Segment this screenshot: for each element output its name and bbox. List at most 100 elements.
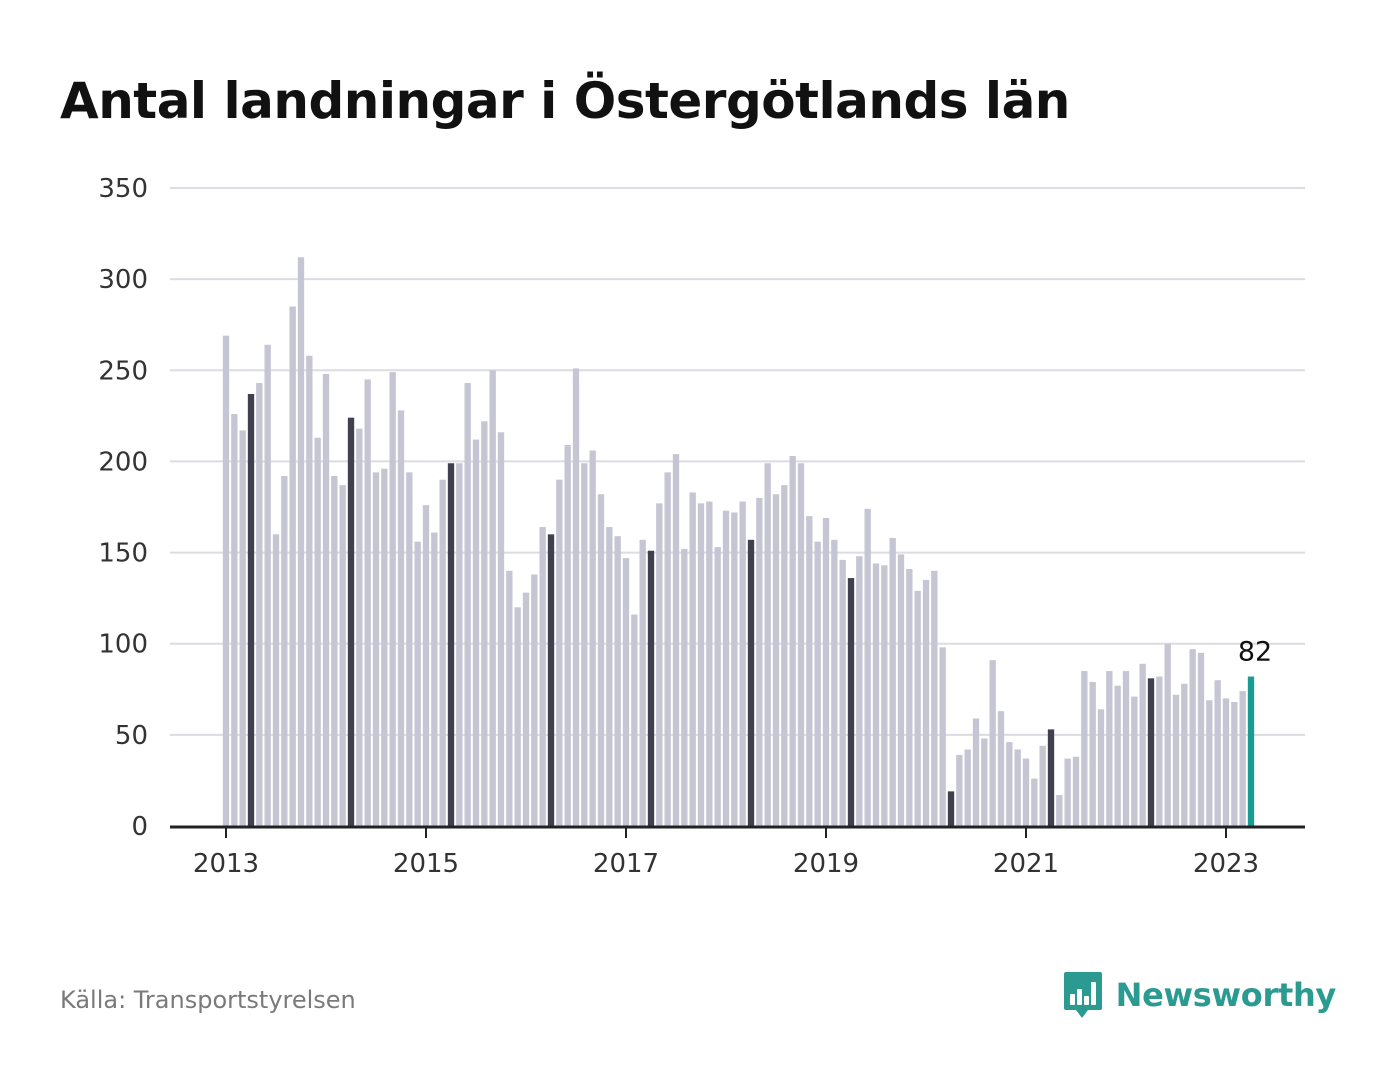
bar — [831, 539, 838, 826]
bar — [839, 559, 846, 826]
bar — [881, 565, 888, 826]
bar — [414, 541, 421, 826]
bar — [439, 479, 446, 826]
y-tick-label: 100 — [98, 630, 148, 660]
x-tick-label: 2021 — [993, 849, 1059, 879]
bar — [289, 306, 296, 826]
bar — [564, 445, 571, 826]
bar — [489, 370, 496, 826]
bar — [356, 428, 363, 826]
bar — [547, 534, 555, 826]
bar — [522, 592, 530, 826]
y-tick-label: 50 — [115, 721, 148, 751]
bar — [272, 534, 280, 826]
bar — [631, 614, 638, 826]
bar — [872, 563, 880, 826]
bar — [1122, 671, 1130, 826]
bar — [897, 554, 905, 826]
bar — [1197, 652, 1205, 826]
bar — [247, 393, 255, 826]
bar — [481, 421, 488, 826]
bar — [689, 492, 696, 826]
y-tick-label: 350 — [98, 174, 148, 204]
bar — [889, 537, 896, 826]
bar — [639, 539, 646, 826]
y-tick-label: 200 — [98, 447, 148, 477]
bars — [222, 257, 1255, 827]
bar — [1181, 683, 1188, 826]
bar — [1114, 685, 1121, 826]
bar — [514, 607, 521, 826]
y-tick-label: 300 — [98, 265, 148, 295]
bar — [856, 556, 863, 826]
brand-name: Newsworthy — [1115, 976, 1337, 1014]
bar — [947, 791, 955, 826]
bar — [1014, 749, 1021, 826]
bar — [822, 517, 830, 826]
bar — [781, 485, 788, 826]
bar — [1064, 758, 1071, 826]
bar — [447, 463, 455, 826]
bar — [1072, 756, 1080, 826]
bar — [814, 541, 821, 826]
bar — [1106, 671, 1113, 826]
bar — [972, 718, 980, 826]
bar — [1139, 663, 1146, 826]
bar — [331, 476, 338, 826]
bar — [806, 516, 813, 826]
bar — [372, 472, 380, 826]
bar — [1164, 643, 1171, 826]
bar — [956, 754, 963, 826]
newsworthy-logo[interactable]: Newsworthy — [1062, 970, 1336, 1020]
bar — [1239, 691, 1246, 826]
bar — [506, 570, 513, 826]
bar — [1089, 681, 1096, 826]
x-tick-label: 2019 — [793, 849, 859, 879]
bar — [847, 578, 855, 826]
chart-title: Antal landningar i Östergötlands län — [60, 72, 1070, 130]
bar — [931, 570, 938, 826]
bar — [756, 497, 763, 826]
newsworthy-bar-chart-icon — [1063, 972, 1102, 1018]
bar — [456, 463, 463, 826]
bar — [1047, 729, 1055, 826]
bar — [1189, 649, 1196, 826]
bar — [556, 479, 563, 826]
bar — [1097, 709, 1105, 826]
bar — [914, 590, 921, 826]
y-axis-labels: 0 50 100 150 200 250 300 350 — [98, 174, 148, 842]
bar — [647, 550, 655, 826]
bar — [539, 527, 546, 826]
bar — [722, 510, 730, 826]
bar — [256, 383, 263, 826]
bar — [747, 539, 755, 826]
bar — [964, 749, 971, 826]
bar — [572, 368, 580, 826]
bar — [939, 647, 946, 826]
bar — [797, 463, 805, 826]
x-tick-label: 2015 — [393, 849, 459, 879]
bar — [714, 547, 721, 826]
bar — [1131, 696, 1138, 826]
bar — [1147, 678, 1155, 826]
bar — [472, 439, 480, 826]
bar — [381, 468, 388, 826]
bar — [1039, 745, 1046, 826]
y-tick-label: 250 — [98, 356, 148, 386]
bar — [772, 494, 780, 826]
bar — [581, 463, 588, 826]
bar — [672, 454, 680, 826]
source-note: Källa: Transportstyrelsen — [60, 986, 356, 1014]
bar — [1031, 778, 1038, 826]
bar — [864, 508, 871, 826]
bar — [706, 501, 713, 826]
bar — [264, 344, 271, 826]
bar — [789, 455, 796, 826]
bar — [589, 450, 596, 826]
bar — [531, 574, 538, 826]
bar — [981, 738, 988, 826]
bar — [614, 536, 621, 826]
bar — [731, 512, 738, 826]
bar — [989, 660, 996, 826]
